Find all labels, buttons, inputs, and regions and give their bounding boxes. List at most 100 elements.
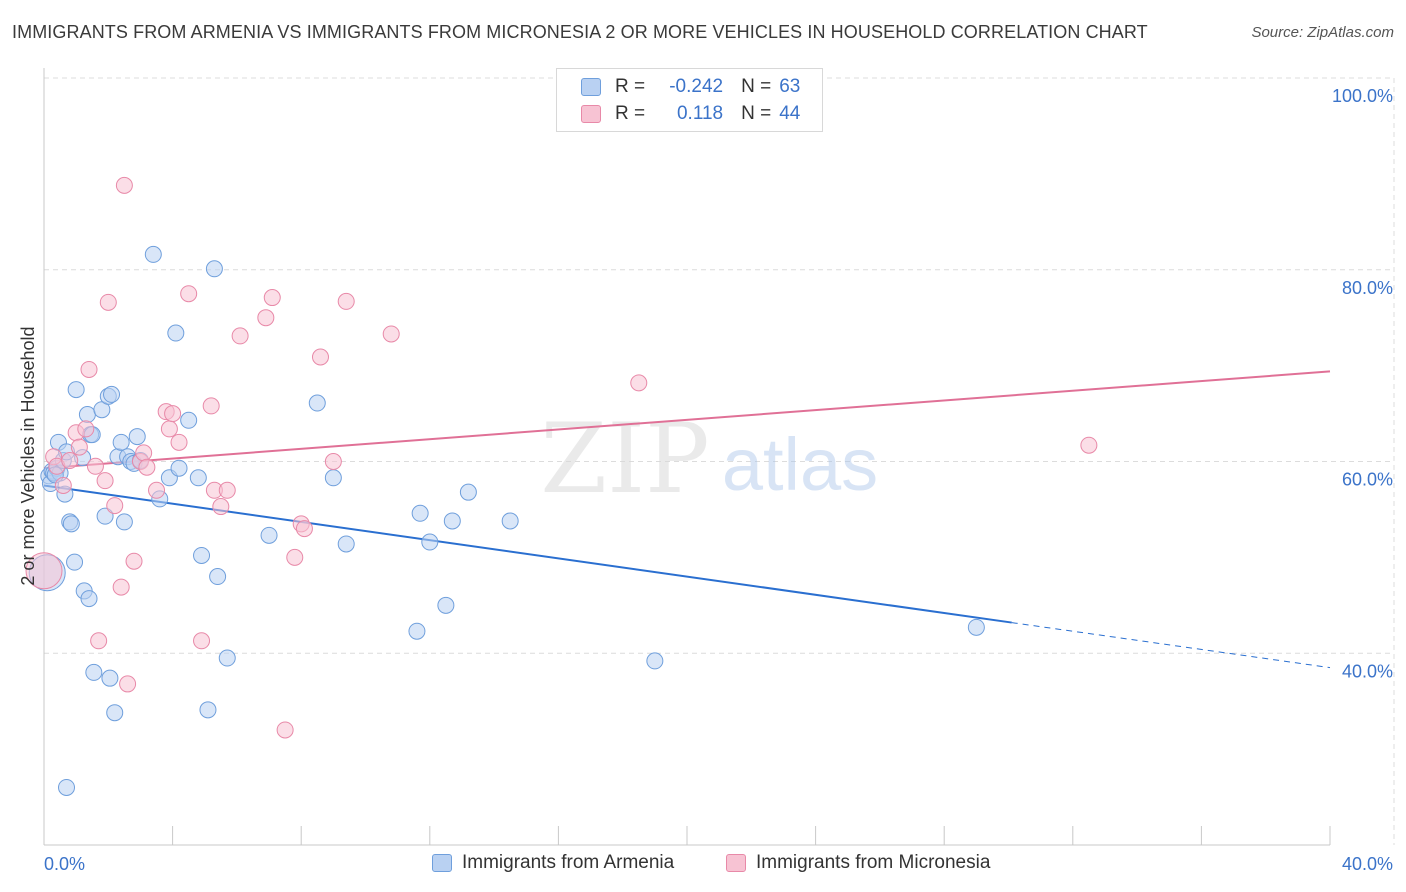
armenia-point xyxy=(144,245,162,263)
source-credit: Source: ZipAtlas.com xyxy=(1251,24,1394,41)
micronesia-point xyxy=(202,397,220,415)
armenia-point xyxy=(646,652,664,670)
micronesia-point xyxy=(138,458,156,476)
armenia-point xyxy=(421,533,439,551)
micronesia-point xyxy=(112,578,130,596)
micronesia-point xyxy=(106,497,124,515)
micronesia-point xyxy=(212,498,230,516)
chart-title: IMMIGRANTS FROM ARMENIA VS IMMIGRANTS FR… xyxy=(12,22,1148,42)
armenia-point xyxy=(205,260,223,278)
armenia-point xyxy=(96,507,114,525)
y-tick-label: 100.0% xyxy=(1332,86,1393,106)
micronesia-point xyxy=(193,632,211,650)
micronesia-point xyxy=(86,457,104,475)
micronesia-point xyxy=(231,327,249,345)
armenia-point xyxy=(443,512,461,530)
armenia-point xyxy=(209,568,227,586)
micronesia-point xyxy=(295,520,313,538)
legend-n-label: N = xyxy=(741,103,772,124)
series-name-micronesia: Immigrants from Micronesia xyxy=(756,852,991,873)
armenia-point xyxy=(80,590,98,608)
legend-r-value: -0.242 xyxy=(669,76,724,97)
micronesia-point xyxy=(218,481,236,499)
micronesia-point xyxy=(382,325,400,343)
armenia-trend-extension xyxy=(1011,622,1331,669)
micronesia-point xyxy=(115,176,133,194)
legend-swatch-blue xyxy=(581,78,601,96)
micronesia-point xyxy=(90,632,108,650)
micronesia-point xyxy=(25,552,63,590)
gridlines xyxy=(44,77,1395,845)
armenia-point xyxy=(199,701,217,719)
armenia-point xyxy=(112,433,130,451)
armenia-point xyxy=(260,526,278,544)
legend-r-label: R = xyxy=(615,103,646,124)
armenia-point xyxy=(85,663,103,681)
armenia-point xyxy=(308,394,326,412)
armenia-point xyxy=(170,459,188,477)
armenia-point xyxy=(67,381,85,399)
legend-n-label: N = xyxy=(741,76,772,97)
micronesia-point xyxy=(337,292,355,310)
series-name-armenia: Immigrants from Armenia xyxy=(462,852,675,873)
legend-n-value: 63 xyxy=(779,76,801,97)
series-legend-micronesia: Immigrants from Micronesia xyxy=(726,852,990,874)
micronesia-point xyxy=(54,476,72,494)
armenia-point xyxy=(167,324,185,342)
armenia-point xyxy=(459,483,477,501)
data-points xyxy=(25,176,1098,796)
watermark-zip: ZIP xyxy=(540,403,709,515)
legend-row-armenia: R = -0.242 N = 63 xyxy=(581,75,800,99)
trend-lines xyxy=(43,370,1331,669)
micronesia-point xyxy=(630,374,648,392)
correlation-legend: R = -0.242 N = 63 R = 0.118 N = 44 xyxy=(556,68,823,132)
micronesia-point xyxy=(286,548,304,566)
legend-r-value: 0.118 xyxy=(676,103,724,124)
micronesia-point xyxy=(311,348,329,366)
micronesia-point xyxy=(263,289,281,307)
armenia-point xyxy=(437,596,455,614)
legend-r-label: R = xyxy=(615,76,646,97)
micronesia-point xyxy=(160,420,178,438)
y-tick-label: 60.0% xyxy=(1342,470,1393,490)
armenia-point xyxy=(78,406,96,424)
y-tick-label: 40.0% xyxy=(1342,661,1393,681)
micronesia-point xyxy=(148,481,166,499)
armenia-point xyxy=(101,669,119,687)
armenia-point xyxy=(189,469,207,487)
micronesia-point xyxy=(99,293,117,311)
armenia-point xyxy=(411,504,429,522)
micronesia-point xyxy=(1080,436,1098,454)
armenia-point xyxy=(408,622,426,640)
series-legend-armenia: Immigrants from Armenia xyxy=(432,852,674,874)
armenia-trend-line xyxy=(43,484,1012,624)
micronesia-point xyxy=(77,420,95,438)
armenia-point xyxy=(115,513,133,531)
armenia-point xyxy=(58,778,76,796)
x-tick-label-left: 0.0% xyxy=(44,854,85,874)
axes xyxy=(43,68,1331,846)
armenia-point xyxy=(62,515,80,533)
y-tick-label: 80.0% xyxy=(1342,278,1393,298)
armenia-point xyxy=(218,649,236,667)
armenia-point xyxy=(66,553,84,571)
y-axis-label: 2 or more Vehicles in Household xyxy=(18,326,38,585)
armenia-point xyxy=(337,535,355,553)
tick-labels: 100.0% 80.0% 60.0% 40.0% 0.0% 40.0% xyxy=(44,86,1393,874)
micronesia-point xyxy=(70,438,88,456)
armenia-point xyxy=(103,385,121,403)
micronesia-point xyxy=(61,452,79,470)
micronesia-point xyxy=(276,721,294,739)
micronesia-trend-line xyxy=(43,370,1331,470)
legend-swatch-pink xyxy=(581,105,601,123)
armenia-point xyxy=(324,469,342,487)
legend-swatch-pink xyxy=(726,854,746,872)
micronesia-point xyxy=(164,405,182,423)
micronesia-point xyxy=(96,472,114,490)
armenia-point xyxy=(501,512,519,530)
micronesia-point xyxy=(80,360,98,378)
armenia-point xyxy=(106,704,124,722)
armenia-point xyxy=(128,428,146,446)
micronesia-point xyxy=(125,552,143,570)
